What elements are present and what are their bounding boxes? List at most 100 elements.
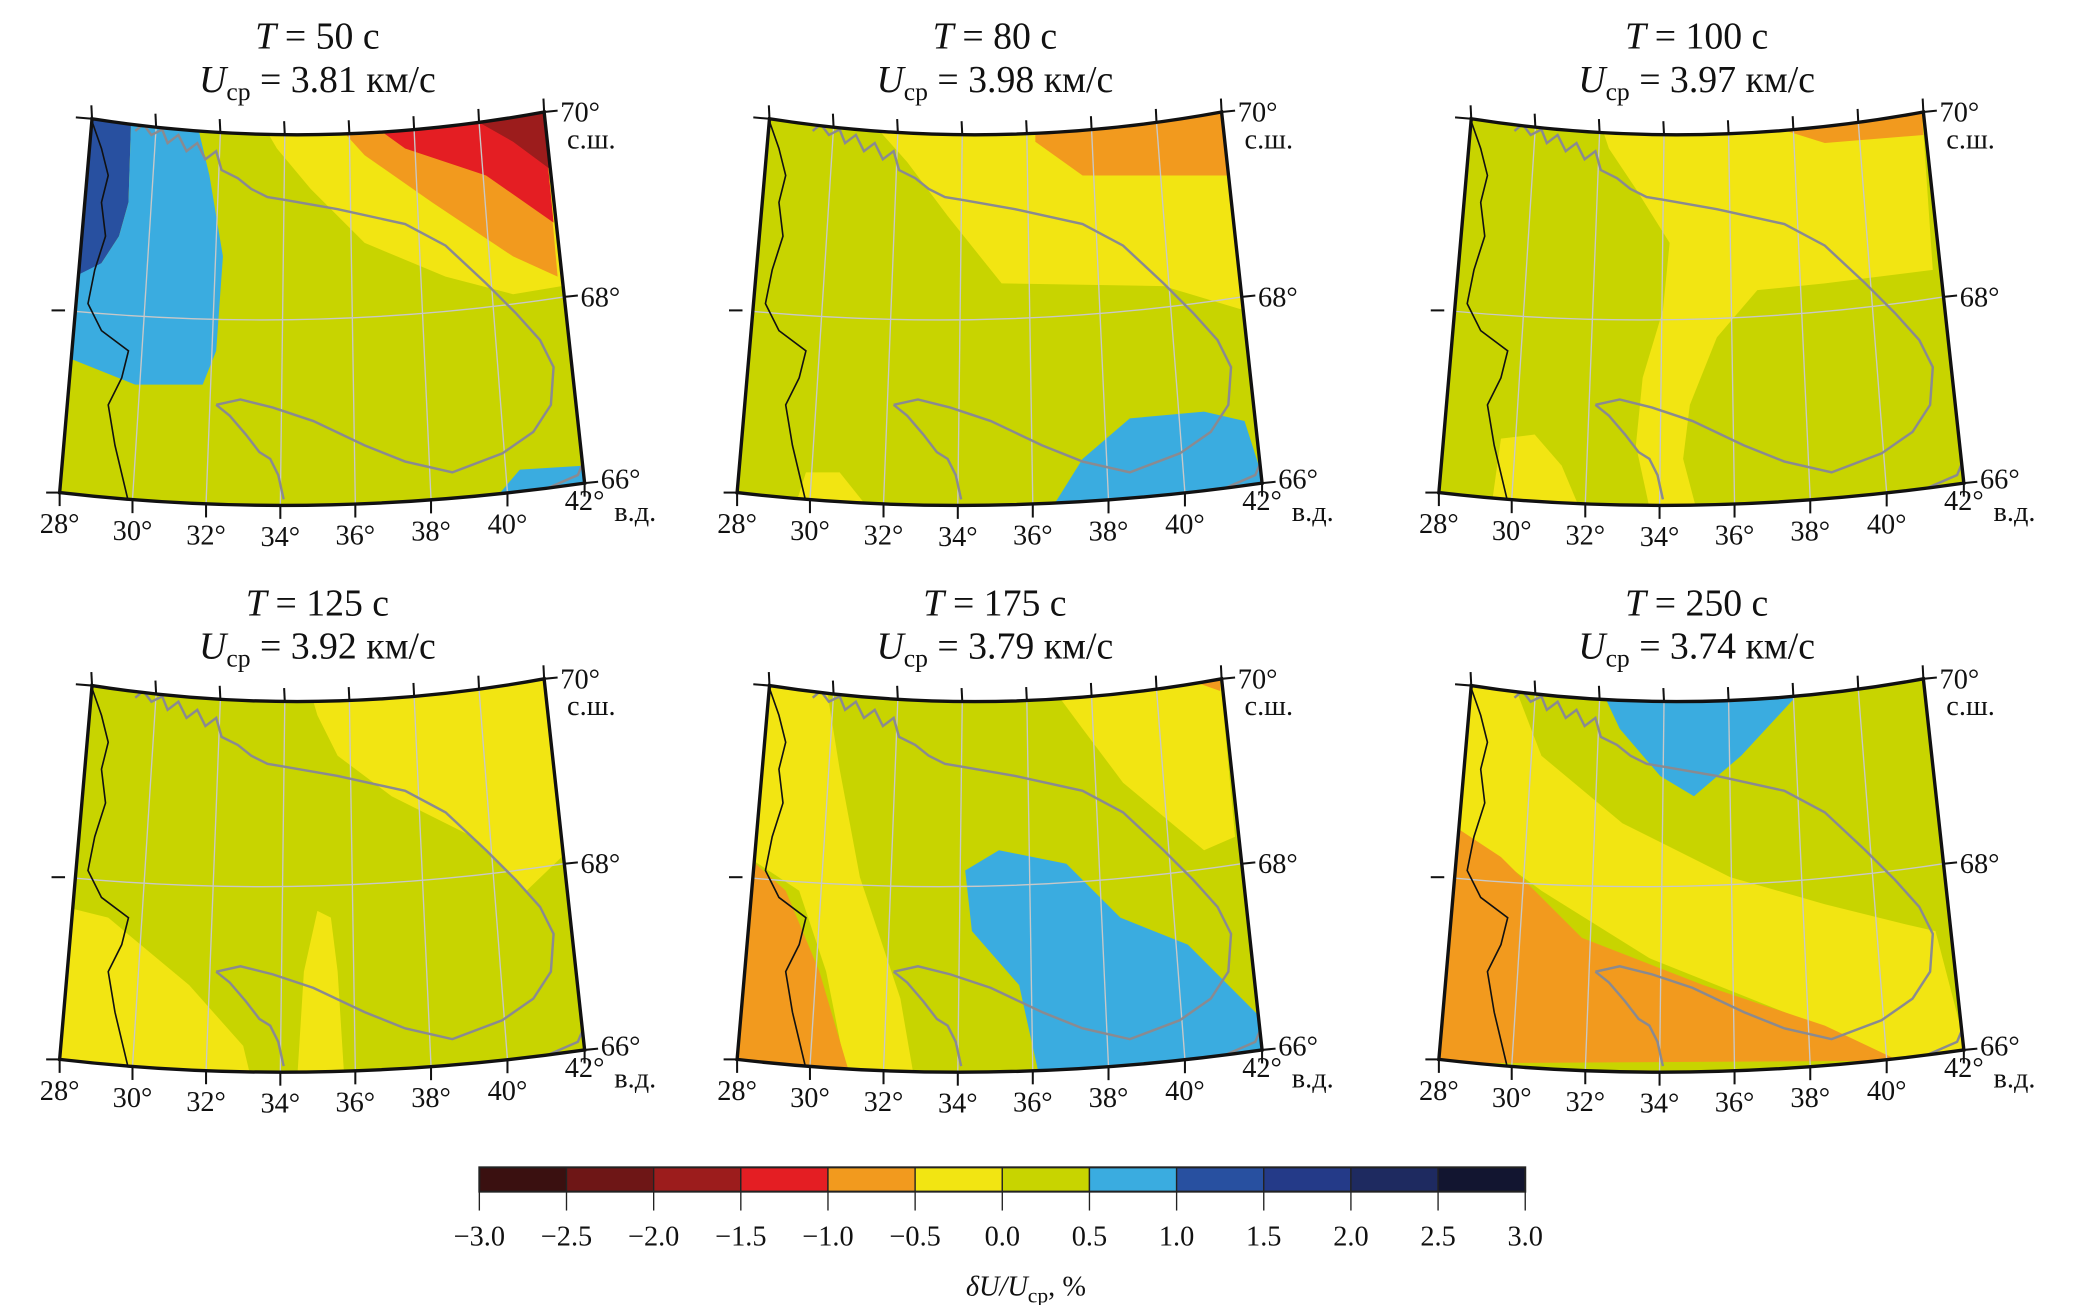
parallel-gridline [1444, 296, 1944, 321]
colorbar-label: δU/Uср, % [966, 1272, 1086, 1305]
panel-title-velocity: Uср = 3.74 км/с [1578, 626, 1815, 673]
tick-mark [544, 676, 558, 680]
colorbar-tick-label: −1.5 [715, 1222, 766, 1253]
lat-tick-label: 66° [601, 465, 641, 496]
anomaly-region [59, 904, 252, 1073]
tick-mark [347, 687, 351, 701]
meridian-gridline [1155, 122, 1186, 493]
meridian-gridline [1584, 699, 1601, 1071]
colorbar-bin [740, 1166, 829, 1193]
lat-tick-label: 66° [1278, 1031, 1318, 1062]
tick-mark [283, 121, 286, 135]
colorbar-bin [1350, 1166, 1439, 1193]
meridian-gridline [1727, 133, 1736, 505]
lat-unit-label: с.ш. [1245, 124, 1294, 155]
meridian-gridline [348, 133, 357, 505]
coastline [215, 403, 285, 500]
tick-mark [564, 861, 578, 865]
tick-mark [564, 294, 578, 298]
tick-mark [544, 109, 558, 114]
tick-mark [1963, 480, 1978, 485]
meridian-gridline [478, 122, 509, 493]
colorbar-tick-label: 1.0 [1159, 1222, 1194, 1253]
tick-mark [1154, 108, 1158, 123]
state-border [764, 687, 807, 1070]
anomaly-region [371, 112, 554, 223]
meridian-gridline [1090, 129, 1110, 500]
colorbar-tick-label: 0.0 [985, 1222, 1020, 1253]
lon-tick-label: 32° [1565, 1087, 1605, 1118]
meridian-gridline [1026, 133, 1034, 505]
tick-mark [218, 118, 222, 133]
anomaly-region [747, 685, 914, 1073]
meridian-gridline [205, 132, 222, 504]
lon-unit-label: в.д. [1994, 1064, 2036, 1095]
tick-mark [1726, 687, 1730, 701]
colorbar-tick-label: 2.5 [1420, 1222, 1455, 1253]
lat-tick-label: 70° [560, 664, 600, 695]
colorbar-bin [565, 1166, 655, 1193]
tick-mark [542, 665, 546, 679]
velocity-map [59, 112, 585, 506]
lat-tick-label: 68° [581, 849, 621, 880]
tick-mark [1921, 665, 1925, 679]
lat-tick-label: 70° [1238, 97, 1278, 128]
tick-mark [896, 118, 899, 133]
tick-mark [1662, 121, 1666, 135]
tick-mark [1943, 861, 1958, 865]
velocity-map [737, 678, 1263, 1073]
colorbar-tick-label: 2.0 [1333, 1222, 1368, 1253]
tick-mark [412, 116, 416, 130]
lon-tick-label: 36° [1715, 1087, 1755, 1118]
coastline [892, 970, 963, 1067]
tick-mark [1219, 98, 1223, 113]
tick-mark [960, 121, 964, 135]
tick-mark [896, 685, 899, 700]
colorbar-tick-label: −3.0 [454, 1222, 505, 1253]
state-border [1466, 121, 1509, 503]
lon-tick-label: 32° [864, 520, 904, 551]
velocity-map [1438, 678, 1964, 1073]
coastline [1594, 970, 1665, 1067]
lon-tick-label: 28° [40, 1076, 80, 1107]
anomaly-region [796, 472, 867, 506]
tick-mark [767, 105, 771, 119]
lon-tick-label: 36° [1013, 521, 1053, 552]
lon-tick-label: 36° [335, 521, 375, 552]
state-border [1466, 687, 1509, 1070]
meridian-gridline [1511, 693, 1537, 1067]
state-border [87, 687, 130, 1070]
tick-mark [1791, 116, 1795, 130]
meridian-gridline [1857, 689, 1888, 1060]
tick-mark [1856, 675, 1860, 690]
lat-unit-label: с.ш. [567, 124, 616, 155]
anomaly-region [1438, 823, 1900, 1064]
lon-tick-label: 42° [1242, 486, 1282, 517]
coastline [134, 122, 555, 474]
tick-mark [1469, 672, 1473, 686]
colorbar-tick-label: −2.0 [628, 1222, 679, 1253]
lon-tick-label: 40° [488, 1076, 528, 1107]
coastline [811, 689, 1233, 1041]
tick-mark [1469, 105, 1473, 119]
lat-tick-label: 70° [1940, 664, 1980, 695]
colorbar-tick-label: −1.0 [802, 1222, 853, 1253]
lon-tick-label: 30° [790, 1083, 830, 1114]
lon-tick-label: 34° [938, 522, 978, 553]
tick-mark [1454, 683, 1472, 687]
meridian-gridline [413, 129, 432, 500]
parallel-gridline [64, 296, 565, 321]
anomaly-region [1602, 112, 1933, 506]
coastline [892, 403, 963, 500]
anomaly-region [310, 678, 562, 891]
tick-mark [1025, 687, 1028, 701]
tick-mark [542, 98, 546, 113]
lon-tick-label: 38° [411, 1083, 451, 1114]
meridian-gridline [1792, 696, 1811, 1067]
lon-tick-label: 28° [1419, 1076, 1459, 1107]
state-border [87, 121, 130, 503]
